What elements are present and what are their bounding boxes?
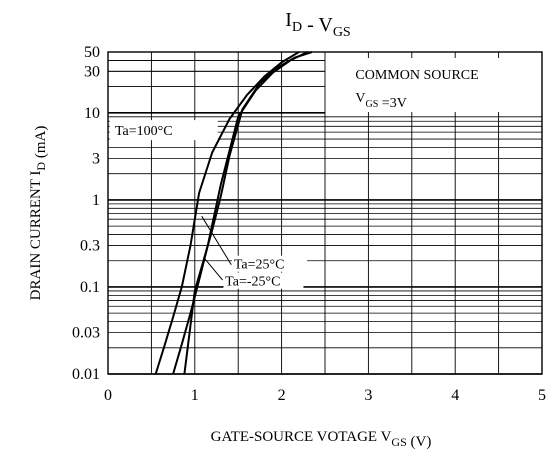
x-tick-label: 4: [451, 387, 459, 404]
leader-line: [203, 256, 223, 281]
annotation-text: COMMON SOURCE: [355, 68, 478, 83]
series-line-0: [154, 51, 300, 375]
y-tick-label: 0.3: [80, 237, 100, 254]
annotation-condition: VGS =3V: [355, 91, 406, 111]
y-axis-title: DRAIN CURRENT ID (mA): [28, 126, 49, 301]
y-tick-label: 0.03: [72, 324, 100, 341]
y-tick-label: 0.1: [80, 279, 100, 296]
y-tick-label: 3: [92, 150, 100, 167]
tick-labels: 0 1 2 3 4 5 50 30 10 3 1 0.3 0.1 0.03 0.01: [72, 44, 546, 404]
series-lines: [154, 51, 313, 375]
label-background: [109, 120, 218, 141]
series-labels: Ta=100°C Ta=25°C Ta=-25°C COMMON SOURCE VGS …: [109, 68, 479, 290]
series-label: Ta=100°C: [115, 124, 173, 139]
series-line-1: [172, 51, 309, 375]
series-label: Ta=25°C: [234, 258, 285, 273]
leader-line: [201, 215, 232, 265]
x-tick-label: 2: [278, 387, 286, 404]
axis-titles: GATE-SOURCE VOTAGE VGS (V) DRAIN CURRENT …: [28, 126, 431, 450]
title-text: ID - VGS: [285, 9, 350, 40]
x-tick-label: 1: [191, 387, 199, 404]
x-tick-label: 0: [104, 387, 112, 404]
plot-border: [107, 51, 543, 375]
y-tick-label: 30: [84, 63, 100, 80]
label-background: [232, 255, 308, 272]
series-line-2: [183, 51, 313, 375]
label-background: [223, 272, 304, 289]
y-tick-label: 0.01: [72, 366, 100, 383]
annotation-background: [338, 58, 534, 112]
x-tick-label: 3: [364, 387, 372, 404]
series-label: Ta=-25°C: [225, 275, 280, 290]
y-tick-label: 50: [84, 44, 100, 61]
chart-title: ID - VGS: [285, 9, 350, 40]
x-tick-label: 5: [538, 387, 546, 404]
y-tick-label: 10: [84, 105, 100, 122]
x-axis-title: GATE-SOURCE VOTAGE VGS (V): [211, 429, 432, 450]
plot-frame: [107, 51, 543, 375]
y-tick-label: 1: [92, 192, 100, 209]
grid: [108, 51, 542, 375]
